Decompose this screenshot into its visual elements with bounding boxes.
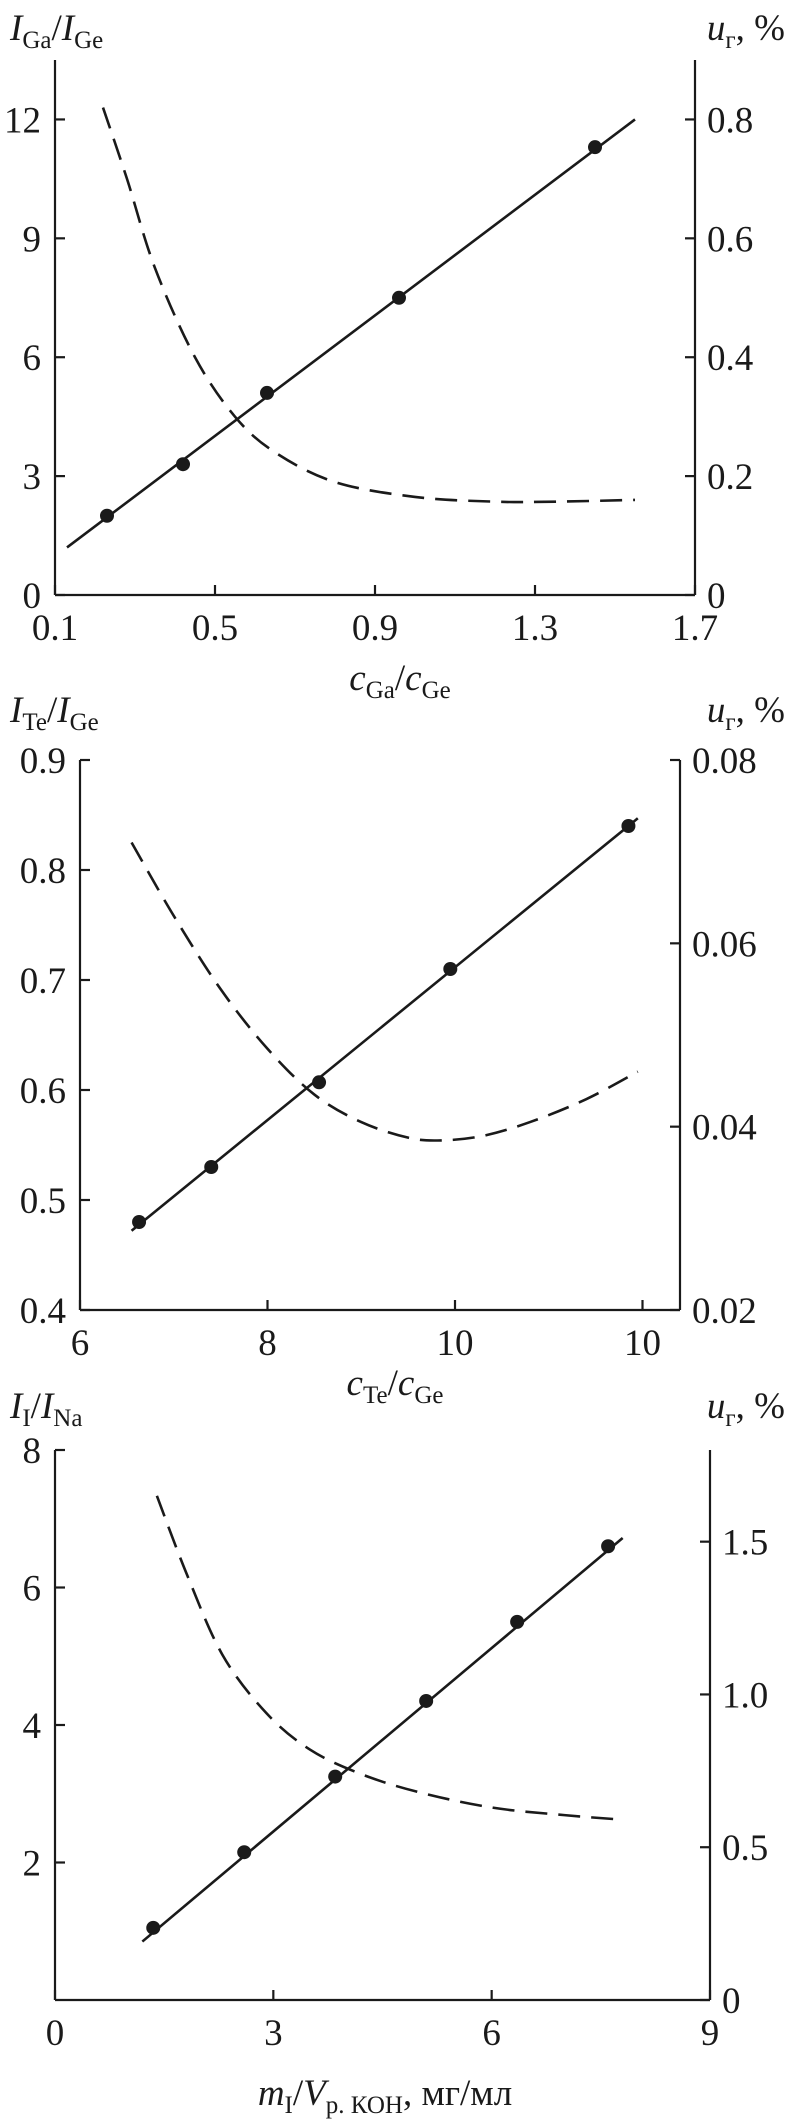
series-fit-line bbox=[66, 118, 636, 549]
y-tick-label: 0 bbox=[23, 576, 42, 617]
data-point bbox=[176, 457, 190, 472]
y2-tick-label: 0.5 bbox=[722, 1828, 768, 1869]
x-tick-label: 9 bbox=[701, 2013, 720, 2054]
y-tick-label: 0.9 bbox=[20, 741, 66, 782]
x-tick-label: 1.7 bbox=[672, 608, 718, 649]
x-tick-label: 6 bbox=[482, 2013, 501, 2054]
y2-tick-label: 0.06 bbox=[692, 924, 757, 965]
data-point bbox=[621, 819, 636, 833]
data-point bbox=[237, 1845, 252, 1860]
x-tick-label: 10 bbox=[437, 1323, 474, 1364]
y2-tick-label: 0.2 bbox=[707, 457, 753, 498]
series-dashed-curve bbox=[101, 107, 636, 504]
data-point bbox=[132, 1215, 147, 1229]
x-tick-label: 0 bbox=[46, 2013, 65, 2054]
chart-panel-3: 0 3 6 9 2 4 6 8 0 0.5 1.0 1.5 II/INa uг, % mI/Vр. КОН,… bbox=[9, 1386, 785, 2119]
series-dashed-curve bbox=[155, 1495, 623, 1822]
y-tick-label: 0.4 bbox=[20, 1291, 66, 1332]
data-point bbox=[588, 140, 602, 155]
y2-tick-label: 0.02 bbox=[692, 1291, 757, 1332]
y2-tick-label: 0.04 bbox=[692, 1108, 757, 1149]
data-point bbox=[328, 1769, 343, 1784]
y-tick-label: 3 bbox=[23, 457, 42, 498]
series-dashed-curve bbox=[130, 841, 639, 1142]
y-tick-label: 2 bbox=[23, 1844, 42, 1885]
y-tick-label: 0.8 bbox=[20, 851, 66, 892]
y2-tick-label: 0 bbox=[707, 576, 726, 617]
y2-tick-label: 0.6 bbox=[707, 219, 753, 260]
data-point bbox=[312, 1075, 327, 1090]
x-axis-title: cTe/cGe bbox=[347, 1363, 444, 1409]
data-point bbox=[146, 1920, 161, 1935]
y-tick-label: 8 bbox=[23, 1431, 42, 1472]
x-tick-label: 0.1 bbox=[32, 608, 78, 649]
y-tick-label: 6 bbox=[23, 1569, 42, 1610]
y-tick-label: 4 bbox=[23, 1706, 42, 1747]
y2-axis-title: uг, % bbox=[707, 690, 785, 736]
y-axis-title: II/INa bbox=[9, 1386, 82, 1432]
x-axis-title: mI/Vр. КОН, мг/мл bbox=[258, 2073, 512, 2119]
y-axis-title: ITe/IGe bbox=[9, 690, 99, 736]
y-tick-label: 12 bbox=[4, 100, 41, 141]
x-tick-label: 3 bbox=[264, 2013, 283, 2054]
chart-panel-1: 0.1 0.5 0.9 1.3 1.703691200.20.40.60.8IGa/IG… bbox=[4, 8, 785, 704]
y2-tick-label: 0.08 bbox=[692, 741, 757, 782]
series-fit-line bbox=[141, 1537, 624, 1943]
y-tick-label: 0.5 bbox=[20, 1181, 66, 1222]
x-tick-label: 1.3 bbox=[512, 608, 558, 649]
x-tick-label: 0.9 bbox=[352, 608, 398, 649]
data-point bbox=[510, 1614, 525, 1629]
y-axis-title: IGa/IGe bbox=[9, 8, 103, 54]
y2-tick-label: 0.4 bbox=[707, 338, 753, 379]
chart-panel-2: 6 8 10 10 0.4 0.5 0.6 0.7 0.8 0.9 0.02 0.04 0.06 0.08… bbox=[9, 690, 785, 1409]
x-tick-label: 10 bbox=[624, 1323, 661, 1364]
y-tick-label: 6 bbox=[23, 338, 42, 379]
y-tick-label: 0.6 bbox=[20, 1071, 66, 1112]
y-tick-label: 0.7 bbox=[20, 961, 66, 1002]
data-point bbox=[260, 385, 274, 400]
y2-tick-label: 0.8 bbox=[707, 100, 753, 141]
y2-tick-label: 1.0 bbox=[722, 1675, 768, 1716]
y2-tick-label: 1.5 bbox=[722, 1523, 768, 1564]
data-point bbox=[601, 1539, 616, 1554]
y2-axis-title: uг, % bbox=[707, 8, 785, 54]
data-point bbox=[443, 962, 458, 976]
x-tick-label: 8 bbox=[258, 1323, 277, 1364]
x-tick-label: 6 bbox=[71, 1323, 90, 1364]
x-axis-title: cGa/cGe bbox=[349, 658, 450, 704]
data-point bbox=[419, 1693, 434, 1708]
x-tick-label: 0.5 bbox=[192, 608, 238, 649]
y2-axis-title: uг, % bbox=[707, 1386, 785, 1432]
data-point bbox=[392, 290, 406, 305]
y2-tick-label: 0 bbox=[722, 1981, 741, 2022]
data-point bbox=[100, 508, 114, 523]
y-tick-label: 9 bbox=[23, 219, 42, 260]
data-point bbox=[204, 1160, 219, 1174]
